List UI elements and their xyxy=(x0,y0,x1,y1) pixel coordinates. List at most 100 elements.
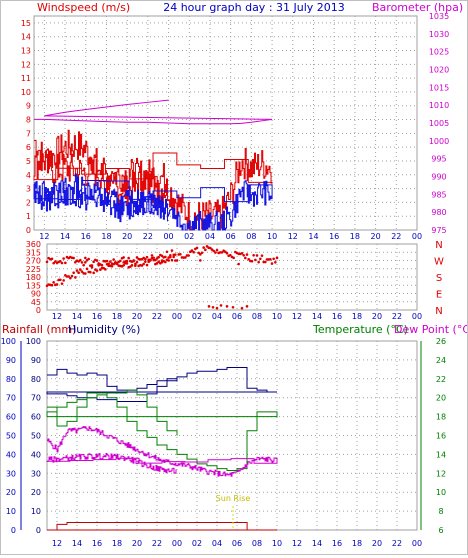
temp-y-tick-label: 8 xyxy=(438,507,443,516)
wind-y-tick-label: 12 xyxy=(21,60,31,69)
low-x-tick-label: 18 xyxy=(352,539,362,548)
dir-x-tick-label: 00 xyxy=(412,312,422,321)
direction-point xyxy=(80,261,84,264)
direction-point xyxy=(135,260,139,264)
direction-point xyxy=(125,262,129,265)
rain-y-tick-label: 40 xyxy=(6,450,16,459)
low-x-tick-label: 00 xyxy=(412,539,422,548)
baro-y-tick-label: 1010 xyxy=(429,101,449,110)
compass-label: N xyxy=(435,306,442,317)
series-layer xyxy=(33,99,279,531)
direction-point xyxy=(74,276,77,279)
direction-point xyxy=(225,305,229,308)
direction-point xyxy=(250,259,254,263)
dir-x-tick-label: 10 xyxy=(272,312,282,321)
temp-y-tick-label: 10 xyxy=(436,488,446,497)
low-x-tick-label: 12 xyxy=(292,539,302,548)
direction-point xyxy=(125,259,129,263)
wind-y-tick-label: 8 xyxy=(26,116,31,125)
low-x-tick-label: 20 xyxy=(372,539,382,548)
direction-point xyxy=(114,261,117,264)
sunrise-label: Sun Rise xyxy=(216,494,251,503)
wind-y-tick-label: 11 xyxy=(21,74,31,83)
direction-point xyxy=(200,251,204,255)
temp-y-tick-label: 22 xyxy=(436,375,446,384)
dir-y-tick-label: 90 xyxy=(31,290,41,299)
baro-y-tick-label: 985 xyxy=(431,190,446,199)
low-x-tick-label: 16 xyxy=(92,539,102,548)
humidity-y-tick-label: 70 xyxy=(31,394,41,403)
direction-point xyxy=(69,276,72,280)
wind-x-tick-label: 14 xyxy=(308,232,318,241)
wind-y-tick-label: 15 xyxy=(21,19,31,28)
wind-x-tick-label: 08 xyxy=(246,232,256,241)
dir-y-tick-label: 180 xyxy=(26,273,41,282)
rain-y-tick-label: 80 xyxy=(6,375,16,384)
direction-point xyxy=(211,305,215,309)
wind-x-tick-label: 18 xyxy=(101,232,111,241)
dir-x-tick-label: 20 xyxy=(132,312,142,321)
temp-y-tick-label: 14 xyxy=(436,450,446,459)
low-x-tick-label: 00 xyxy=(172,539,182,548)
wind-x-tick-label: 22 xyxy=(391,232,401,241)
wind-y-tick-label: 9 xyxy=(26,102,31,111)
dewpoint-label: Dew Point (°C) xyxy=(394,323,467,336)
direction-point xyxy=(195,246,199,250)
direction-point xyxy=(160,259,164,262)
direction-point xyxy=(59,278,62,282)
direction-point xyxy=(260,254,264,257)
rain-y-tick-label: 90 xyxy=(6,356,16,365)
humidity-y-tick-label: 50 xyxy=(31,432,41,441)
direction-point xyxy=(247,257,250,261)
direction-point xyxy=(95,269,99,272)
humidity-y-tick-label: 100 xyxy=(26,337,41,346)
direction-point xyxy=(231,305,235,309)
direction-point xyxy=(132,259,135,262)
direction-point xyxy=(85,267,89,271)
direction-point xyxy=(199,259,202,262)
windspeed-max-line xyxy=(33,129,273,231)
direction-point xyxy=(142,262,145,266)
direction-point xyxy=(79,268,82,271)
wind-x-tick-label: 16 xyxy=(329,232,339,241)
barometer-line xyxy=(34,99,273,125)
wind-y-tick-label: 7 xyxy=(26,129,31,138)
direction-point xyxy=(174,253,177,256)
low-x-tick-label: 18 xyxy=(112,539,122,548)
direction-point xyxy=(77,271,80,275)
temp-y-tick-label: 24 xyxy=(436,356,446,365)
wind-x-tick-label: 20 xyxy=(122,232,132,241)
direction-point xyxy=(192,250,195,254)
dir-x-tick-label: 18 xyxy=(352,312,362,321)
compass-label: W xyxy=(434,257,444,268)
direction-point xyxy=(270,262,274,265)
direction-point xyxy=(169,254,172,257)
humidity-y-tick-label: 30 xyxy=(31,469,41,478)
rain-y-tick-label: 70 xyxy=(6,394,16,403)
direction-point xyxy=(55,283,59,286)
direction-point xyxy=(64,261,67,265)
direction-point xyxy=(52,281,55,284)
direction-point xyxy=(164,255,167,259)
direction-point xyxy=(157,260,160,264)
baro-y-tick-label: 1030 xyxy=(429,30,449,39)
direction-point xyxy=(154,258,157,262)
direction-point xyxy=(90,266,94,269)
temp-y-tick-label: 16 xyxy=(436,432,446,441)
low-x-tick-label: 04 xyxy=(212,539,222,548)
direction-point xyxy=(150,254,154,257)
direction-point xyxy=(212,249,215,253)
direction-point xyxy=(52,261,55,265)
temp-y-tick-label: 18 xyxy=(436,413,446,422)
low-x-tick-label: 22 xyxy=(152,539,162,548)
direction-point xyxy=(74,260,77,264)
direction-point xyxy=(109,260,112,263)
barometer-header: Barometer (hpa) xyxy=(372,1,463,14)
direction-point xyxy=(202,246,205,249)
direction-point xyxy=(110,264,114,268)
direction-point xyxy=(62,257,65,260)
humidity-y-tick-label: 10 xyxy=(31,507,41,516)
direction-point xyxy=(145,263,149,267)
wind-x-tick-label: 14 xyxy=(60,232,70,241)
direction-point xyxy=(245,253,249,256)
